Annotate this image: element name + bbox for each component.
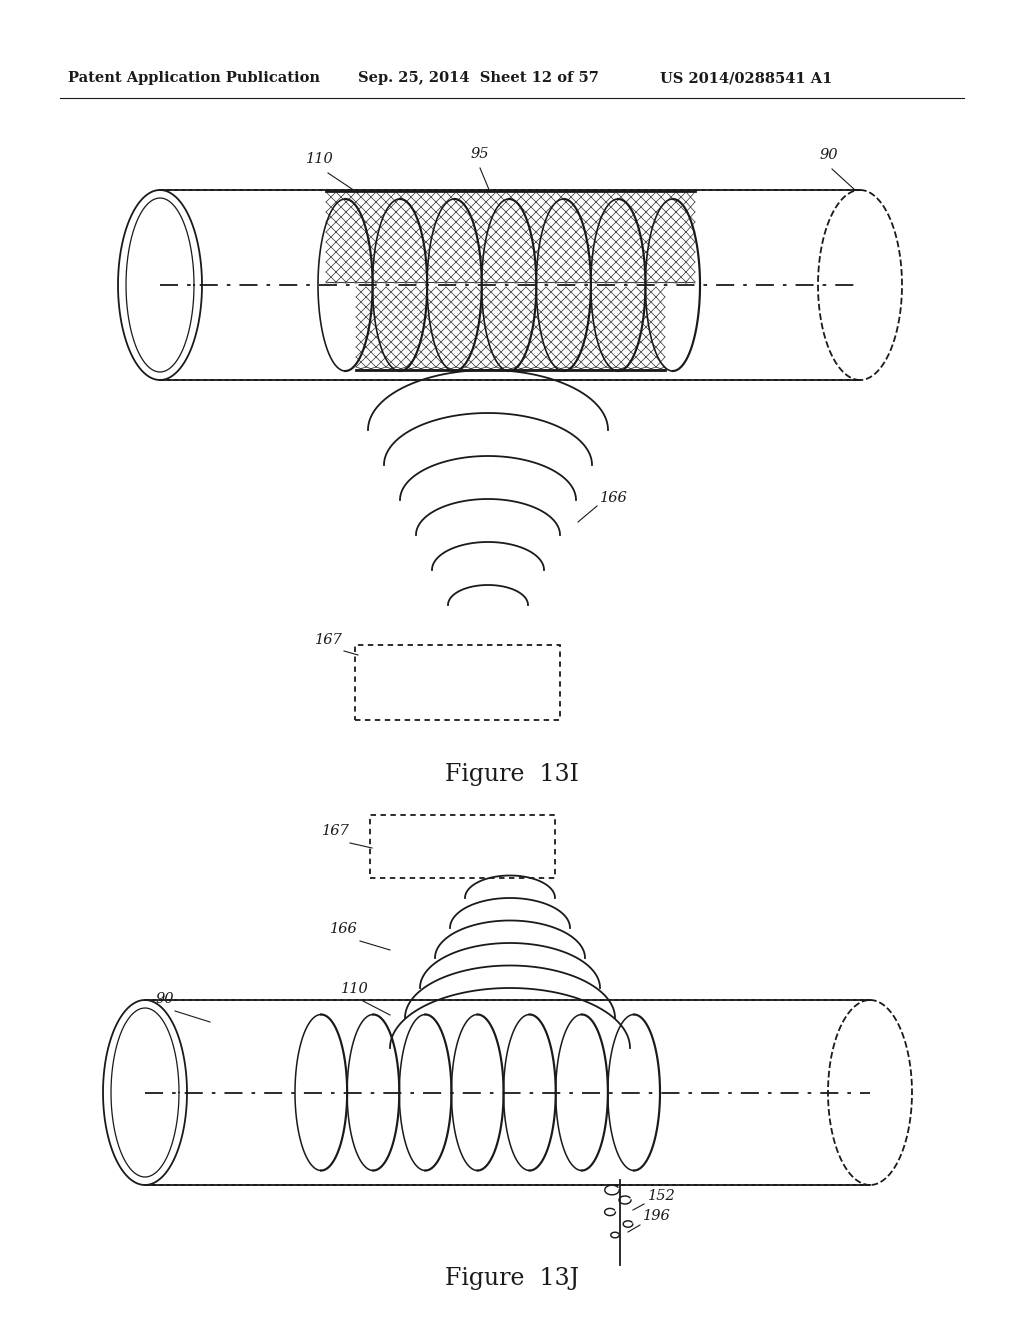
Bar: [355, 645, 560, 719]
Text: 152: 152: [648, 1189, 676, 1203]
Text: 95: 95: [471, 147, 489, 161]
Text: 167: 167: [322, 824, 350, 838]
Text: 166: 166: [600, 491, 628, 506]
Text: 90: 90: [820, 148, 839, 162]
Text: Sep. 25, 2014  Sheet 12 of 57: Sep. 25, 2014 Sheet 12 of 57: [358, 71, 599, 84]
Text: Patent Application Publication: Patent Application Publication: [68, 71, 319, 84]
Text: 90: 90: [156, 993, 174, 1006]
Text: US 2014/0288541 A1: US 2014/0288541 A1: [660, 71, 833, 84]
Text: 110: 110: [341, 982, 369, 997]
Text: Figure  13J: Figure 13J: [445, 1266, 579, 1290]
Text: 167: 167: [315, 634, 343, 647]
Text: 196: 196: [643, 1209, 671, 1224]
Text: 166: 166: [330, 921, 357, 936]
Text: 110: 110: [306, 152, 334, 166]
Text: Figure  13I: Figure 13I: [445, 763, 579, 787]
Bar: [370, 814, 555, 878]
